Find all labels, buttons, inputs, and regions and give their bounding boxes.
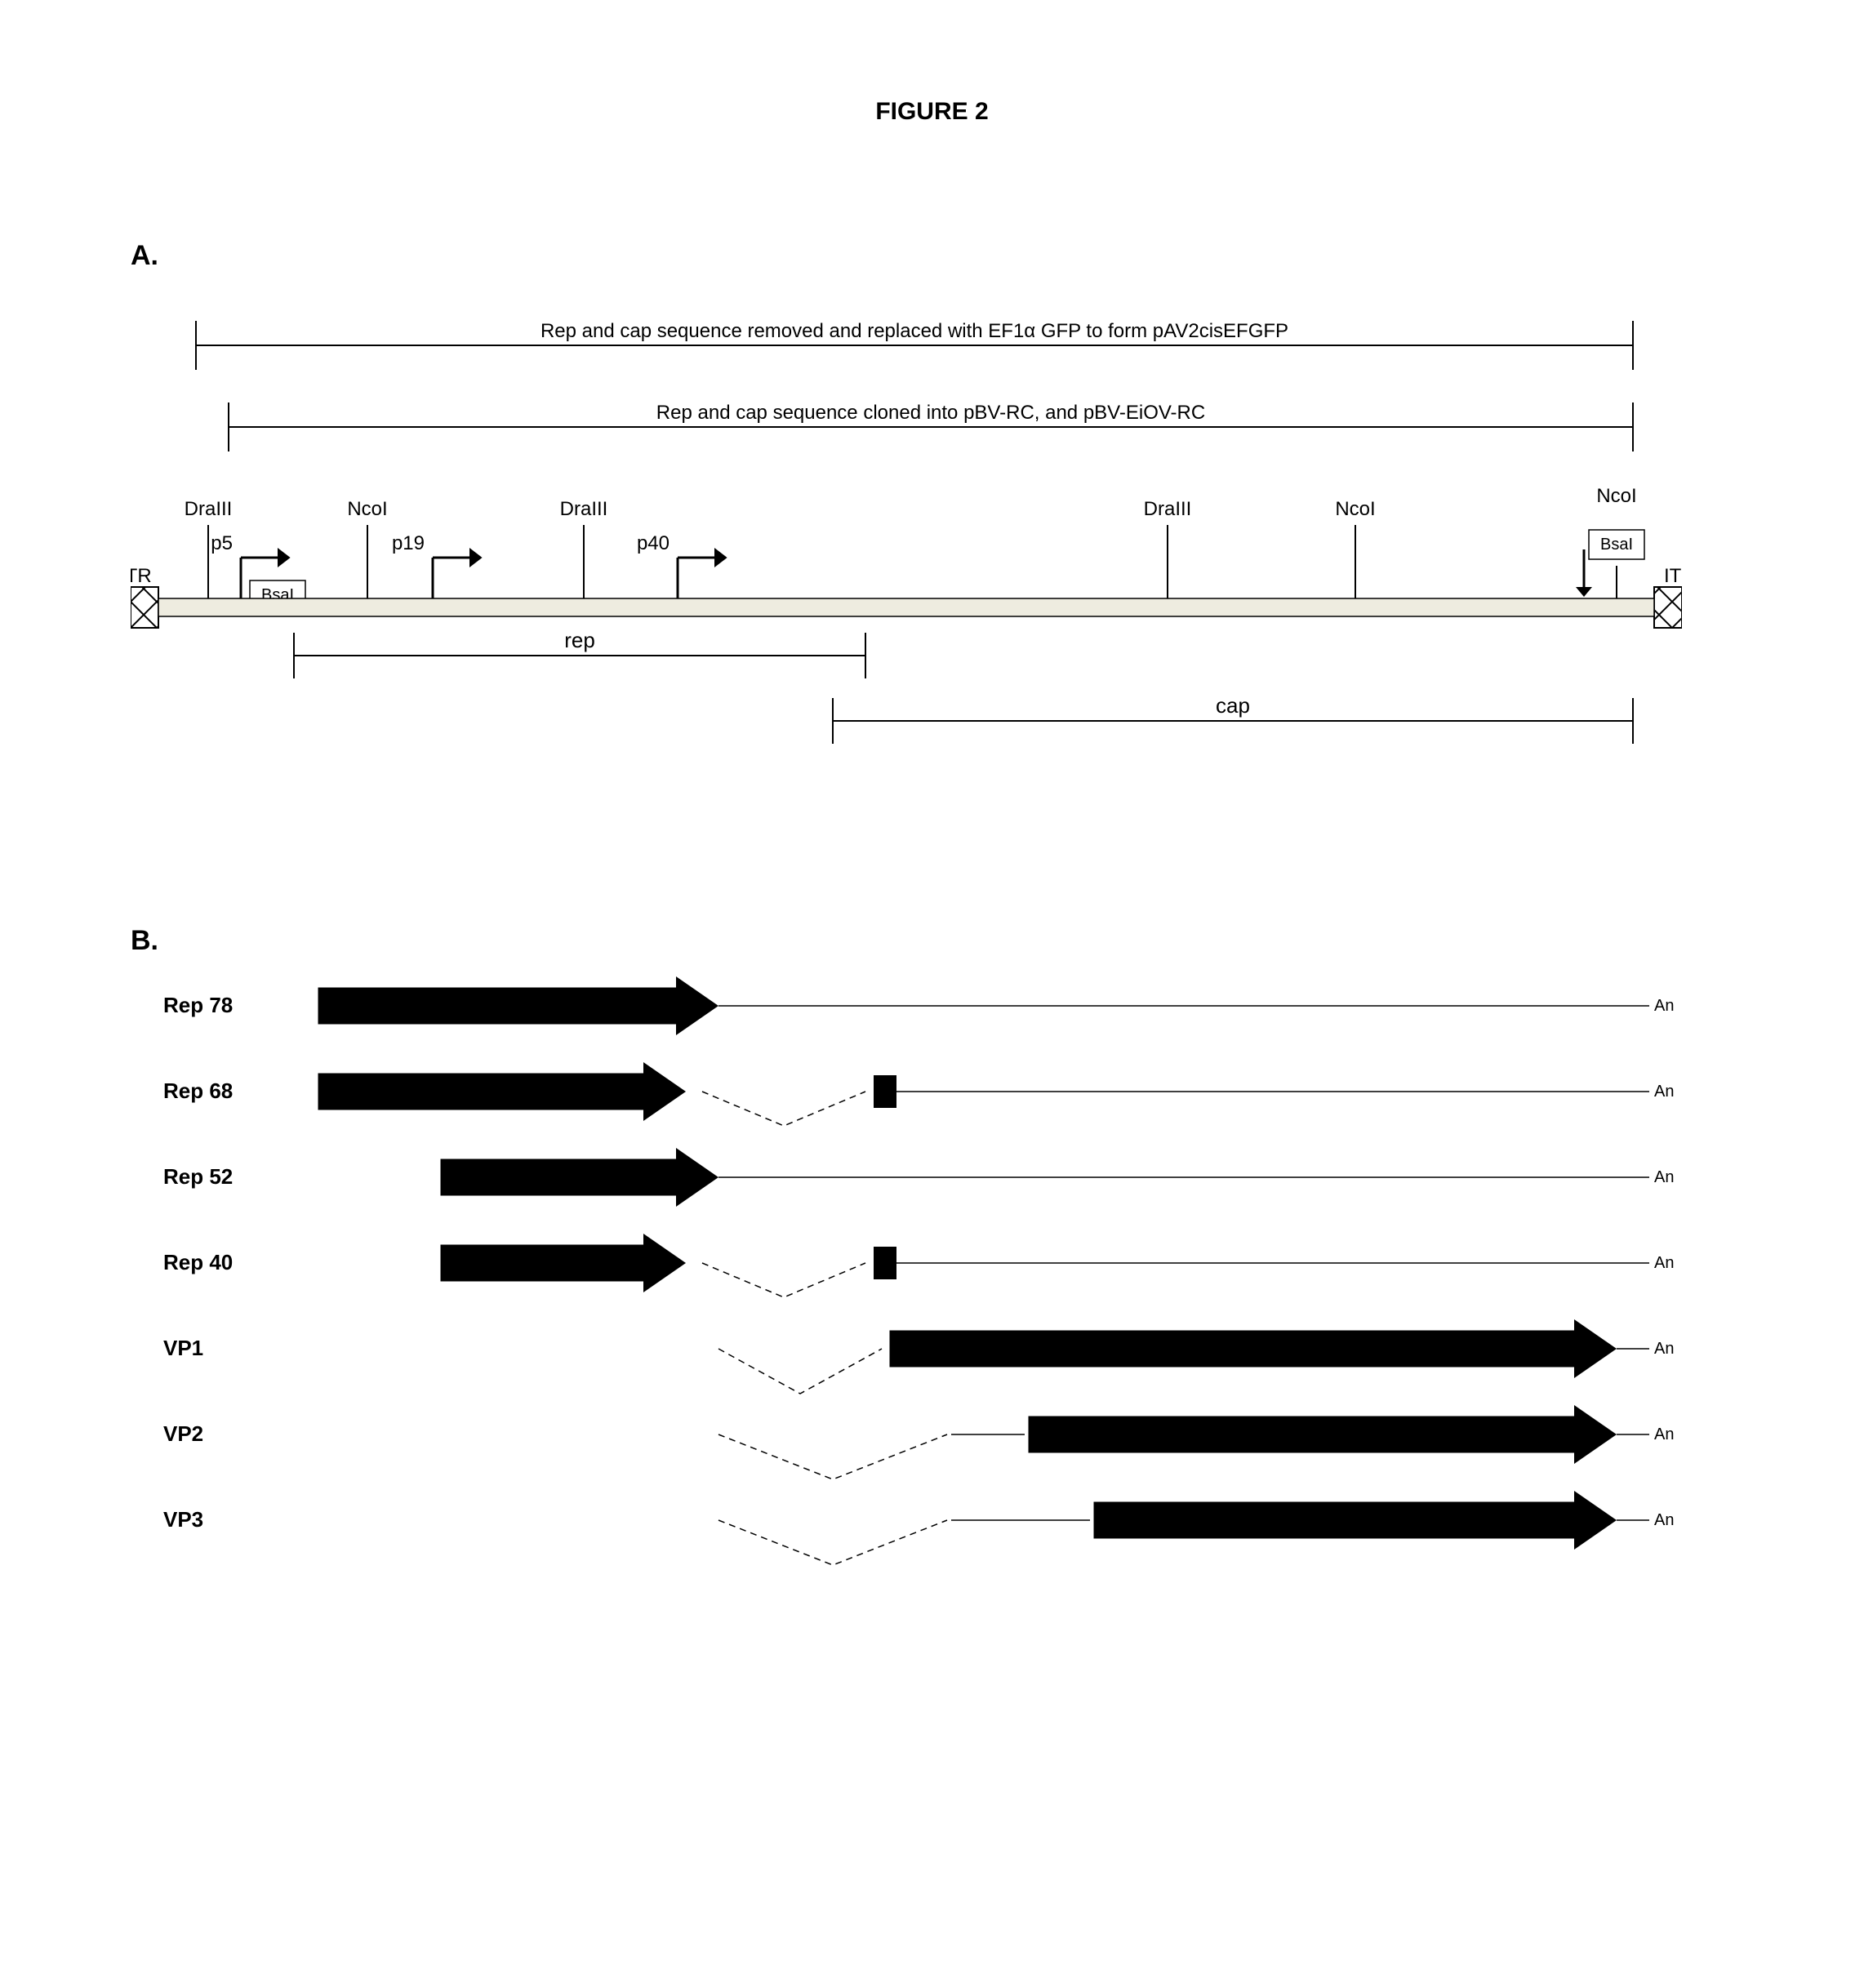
promoter-label: p40 [637, 532, 670, 554]
promoter-arrowhead [278, 548, 291, 567]
polya-label: An [1654, 1511, 1674, 1529]
gene-bar [158, 598, 1654, 616]
promoter-label: p19 [392, 532, 425, 554]
transcript-arrow-body [1029, 1417, 1574, 1452]
transcript-arrow-body [318, 1074, 643, 1110]
panel-a-label: A. [131, 240, 1733, 272]
panel-b-wrap: B. Rep 78 An Rep 68 An Rep 52 An Rep 40 An VP1 An… [131, 925, 1733, 1594]
polya-label: An [1654, 997, 1674, 1015]
gene-region-label: cap [1216, 693, 1250, 718]
promoter-label: p5 [211, 532, 233, 554]
transcript-arrow-body [318, 988, 676, 1024]
itr-box [131, 587, 158, 628]
exon-box [874, 1247, 896, 1279]
restriction-label: NcoI [1596, 485, 1636, 507]
splice-intron [718, 1520, 947, 1565]
bracket-label: Rep and cap sequence removed and replace… [541, 320, 1288, 342]
restriction-label: NcoI [1335, 498, 1375, 520]
splice-intron [718, 1349, 882, 1394]
promoter-arrowhead [714, 548, 727, 567]
splice-v [702, 1263, 865, 1297]
polya-label: An [1654, 1168, 1674, 1186]
transcript-label: Rep 40 [163, 1250, 233, 1274]
transcript-arrow-head [1574, 1319, 1617, 1378]
promoter-arrowhead [469, 548, 483, 567]
polya-label: An [1654, 1425, 1674, 1443]
transcript-arrow-body [1094, 1502, 1574, 1538]
transcript-label: Rep 68 [163, 1079, 233, 1103]
restriction-label: DraIII [1144, 498, 1192, 520]
figure-title: FIGURE 2 [131, 98, 1733, 126]
transcript-arrow-body [890, 1331, 1574, 1367]
panel-a-wrap: A. Rep and cap sequence removed and repl… [131, 240, 1733, 794]
panel-a-svg: Rep and cap sequence removed and replace… [131, 288, 1682, 794]
itr-label: ITR [131, 565, 152, 587]
transcript-arrow-head [643, 1062, 686, 1121]
panel-b-svg: Rep 78 An Rep 68 An Rep 52 An Rep 40 An VP1 An VP2… [131, 973, 1682, 1594]
polya-label: An [1654, 1340, 1674, 1358]
transcript-arrow-head [676, 1148, 718, 1207]
transcript-arrow-body [441, 1245, 643, 1281]
restriction-label: DraIII [560, 498, 608, 520]
splice-v [702, 1092, 865, 1126]
transcript-arrow-head [643, 1234, 686, 1292]
transcript-arrow-head [1574, 1491, 1617, 1550]
transcript-arrow-head [1574, 1405, 1617, 1464]
panel-b-label: B. [131, 925, 1733, 957]
restriction-label: DraIII [185, 498, 233, 520]
transcript-label: Rep 52 [163, 1164, 233, 1189]
transcript-arrow-head [676, 976, 718, 1035]
bsai-label: BsaI [1600, 536, 1633, 554]
polya-arrow-icon [1576, 587, 1592, 597]
bracket-label: Rep and cap sequence cloned into pBV-RC,… [656, 402, 1205, 424]
transcript-label: VP2 [163, 1421, 203, 1446]
itr-box [1654, 587, 1682, 628]
splice-intron [718, 1434, 947, 1479]
transcript-label: Rep 78 [163, 993, 233, 1017]
itr-label: ITR [1664, 565, 1682, 587]
transcript-label: VP1 [163, 1336, 203, 1360]
exon-box [874, 1075, 896, 1108]
gene-region-label: rep [564, 628, 595, 652]
polya-label: An [1654, 1083, 1674, 1101]
polya-label: An [1654, 1254, 1674, 1272]
transcript-arrow-body [441, 1159, 676, 1195]
transcript-label: VP3 [163, 1507, 203, 1532]
restriction-label: NcoI [347, 498, 387, 520]
